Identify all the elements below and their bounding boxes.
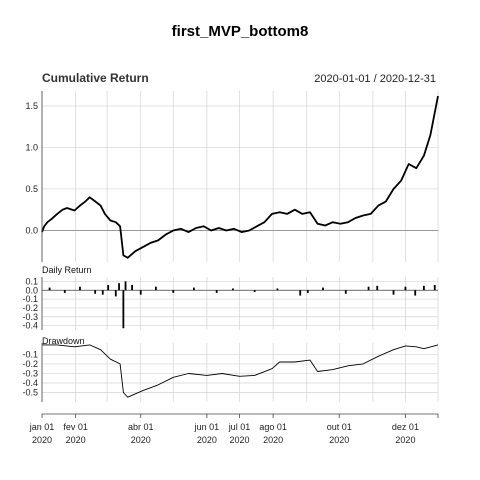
y-tick-label: 0.1 bbox=[25, 276, 38, 286]
x-tick-label: abr 01 bbox=[128, 422, 154, 432]
daily-return-bar bbox=[232, 288, 234, 291]
y-tick-label: -0.2 bbox=[22, 359, 38, 369]
daily-return-bar bbox=[155, 286, 157, 291]
y-tick-label: -0.2 bbox=[22, 303, 38, 313]
x-tick-label: out 01 bbox=[327, 422, 352, 432]
daily-return-bar bbox=[124, 281, 127, 291]
daily-return-bar bbox=[299, 290, 302, 296]
daily-return-bar bbox=[276, 288, 279, 291]
daily-return-bar bbox=[139, 290, 142, 295]
data-layer bbox=[41, 95, 439, 398]
daily-return-bar bbox=[101, 290, 104, 295]
daily-return-bar bbox=[122, 290, 125, 329]
daily-return-bar bbox=[253, 290, 256, 293]
daily-return-bar bbox=[414, 290, 417, 296]
daily-return-bar bbox=[306, 290, 309, 293]
daily-return-bar bbox=[215, 290, 218, 293]
y-tick-label: -0.3 bbox=[22, 368, 38, 378]
y-tick-label: -0.4 bbox=[22, 378, 38, 388]
y-tick-label: -0.3 bbox=[22, 312, 38, 322]
y-tick-label: -0.5 bbox=[22, 387, 38, 397]
drawdown-title: Drawdown bbox=[42, 336, 85, 346]
y-tick-label: 1.5 bbox=[25, 101, 38, 111]
cumulative-line bbox=[41, 95, 439, 259]
date-range-label: 2020-01-01 / 2020-12-31 bbox=[314, 73, 436, 85]
x-tick-label: fev 01 bbox=[63, 422, 88, 432]
daily-return-title: Daily Return bbox=[42, 265, 92, 275]
daily-return-bar bbox=[107, 284, 110, 291]
x-tick-label: dez 01 bbox=[392, 422, 419, 432]
axes-layer: 0.00.51.01.50.10.0-0.1-0.2-0.3-0.4-0.1-0… bbox=[22, 91, 439, 445]
daily-return-bar bbox=[118, 283, 120, 291]
daily-return-bar bbox=[404, 286, 407, 291]
daily-return-bar bbox=[63, 290, 66, 293]
daily-return-bar bbox=[48, 287, 51, 291]
x-tick-label: ago 01 bbox=[259, 422, 287, 432]
daily-return-bar bbox=[376, 285, 379, 291]
daily-return-bar bbox=[131, 284, 133, 291]
y-tick-label: 0.0 bbox=[25, 225, 38, 235]
y-tick-label: -0.4 bbox=[22, 321, 38, 331]
y-tick-label: 0.5 bbox=[25, 184, 38, 194]
x-tick-label: jun 01 bbox=[194, 422, 220, 432]
y-tick-label: 1.0 bbox=[25, 142, 38, 152]
daily-return-bar bbox=[79, 286, 81, 291]
daily-return-bar bbox=[322, 287, 324, 291]
x-tick-label: jan 01 bbox=[29, 422, 55, 432]
chart-title: first_MVP_bottom8 bbox=[172, 23, 309, 40]
daily-return-bar bbox=[367, 286, 370, 291]
daily-return-bar bbox=[192, 287, 195, 291]
x-tick-label: jul 01 bbox=[228, 422, 251, 432]
daily-return-bar bbox=[94, 290, 97, 294]
daily-return-bar bbox=[433, 284, 436, 291]
x-tick-year-label: 2020 bbox=[32, 435, 52, 445]
grid-layer bbox=[41, 91, 439, 402]
x-tick-year-label: 2020 bbox=[329, 435, 349, 445]
y-tick-label: 0.0 bbox=[25, 285, 38, 295]
daily-return-bar bbox=[172, 290, 175, 293]
x-tick-year-label: 2020 bbox=[197, 435, 217, 445]
y-tick-label: -0.1 bbox=[22, 294, 38, 304]
daily-return-bar bbox=[392, 290, 395, 295]
y-tick-label: -0.1 bbox=[22, 349, 38, 359]
daily-return-bar bbox=[422, 285, 425, 291]
x-tick-year-label: 2020 bbox=[66, 435, 86, 445]
x-tick-year-label: 2020 bbox=[263, 435, 283, 445]
x-tick-year-label: 2020 bbox=[229, 435, 249, 445]
drawdown-line bbox=[42, 344, 439, 398]
x-tick-year-label: 2020 bbox=[395, 435, 415, 445]
daily-return-bar bbox=[114, 290, 117, 297]
cumulative-return-title: Cumulative Return bbox=[42, 71, 149, 85]
daily-return-bar bbox=[344, 290, 347, 294]
x-tick-year-label: 2020 bbox=[131, 435, 151, 445]
